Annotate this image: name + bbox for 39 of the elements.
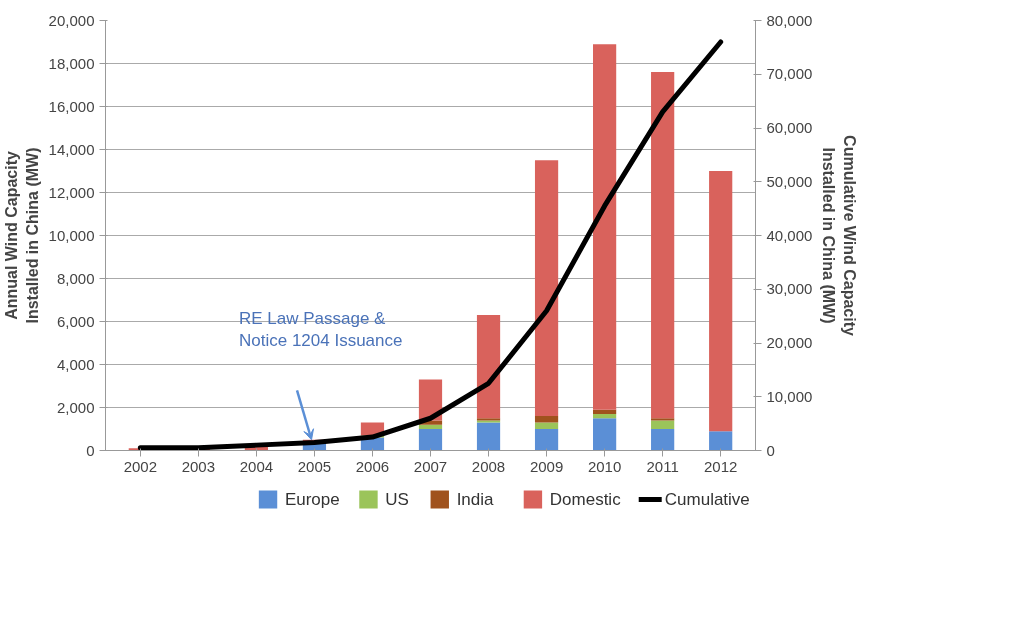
- legend-label: Europe: [284, 490, 340, 509]
- y2-tick-label: 70,000: [766, 65, 813, 83]
- y-tick-label: 8,000: [56, 269, 95, 287]
- legend-label: Cumulative: [664, 490, 750, 509]
- x-tick-label: 2002: [123, 457, 158, 475]
- x-tick-label: 2006: [355, 457, 390, 475]
- y2-tick-label: 60,000: [766, 119, 813, 136]
- y-tick-label: 18,000: [48, 54, 95, 72]
- legend-label: Domestic: [549, 490, 622, 509]
- y-axis-title: Annual Wind Capacity Installed in China (MW): [3, 147, 41, 324]
- y-tick-label: 10,000: [48, 226, 95, 244]
- x-tick-label: 2003: [181, 457, 216, 475]
- y-tick-label: 2,000: [56, 398, 95, 416]
- y2-tick-label: 50,000: [766, 172, 813, 190]
- x-tick-label: 2005: [297, 457, 332, 475]
- y2-tick-label: 30,000: [766, 280, 813, 298]
- x-tick-label: 2008: [471, 457, 506, 475]
- legend-label: India: [456, 490, 495, 509]
- annotation: RE Law Passage & Notice 1204 Issuance: [238, 308, 403, 350]
- y2-tick-label: 40,000: [766, 226, 813, 244]
- y-tick-label: 6,000: [56, 312, 95, 330]
- y2-tick-label: 10,000: [766, 387, 813, 405]
- y-tick-label: 16,000: [48, 97, 95, 115]
- y-tick-label: 12,000: [48, 183, 95, 201]
- y-tick-label: 0: [86, 441, 95, 459]
- y-tick-label: 20,000: [48, 11, 95, 29]
- y-tick-label: 4,000: [56, 355, 95, 373]
- x-tick-label: 2004: [239, 457, 274, 475]
- x-tick-label: 2010: [587, 457, 622, 475]
- x-tick-label: 2007: [413, 457, 448, 475]
- legend-label: US: [385, 490, 409, 509]
- y2-tick-label: 20,000: [766, 334, 813, 351]
- y2-tick-label: 80,000: [766, 11, 813, 29]
- y-tick-label: 14,000: [48, 140, 95, 158]
- y2-axis-title: Cumulative Wind Capacity Installed in China (MW): [820, 135, 858, 336]
- x-tick-label: 2012: [703, 457, 738, 475]
- x-tick-label: 2011: [646, 457, 679, 475]
- x-tick-label: 2009: [529, 457, 564, 475]
- y2-tick-label: 0: [766, 441, 775, 459]
